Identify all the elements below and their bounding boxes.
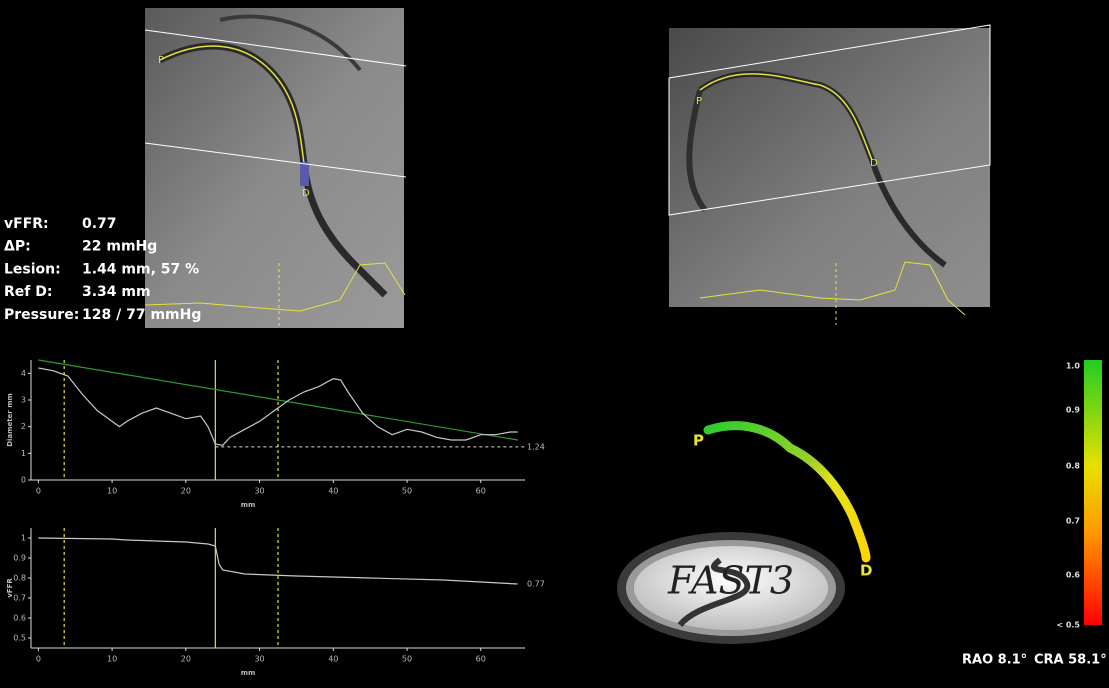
y-tick-label: 0.6 [13,614,26,623]
data-line [38,537,518,585]
x-axis-label: mm [241,501,256,509]
vessel-distal-label: D [860,562,872,580]
color-bar-label: 0.7 [1066,517,1080,526]
cra-angle: CRA 58.1° [1034,653,1107,668]
x-tick-label: 20 [181,487,191,496]
distal-label: D [302,188,310,199]
logo-text: FAST3 [667,559,794,603]
y-tick-label: 0.7 [13,594,26,603]
data-line [38,367,518,446]
color-bar-labels: 1.0 0.9 0.8 0.7 0.6 < 0.5 [1056,362,1080,630]
measurement-label: Pressure: [4,307,79,323]
minimum-label: 1.24 [527,442,545,451]
x-tick-label: 60 [476,655,486,664]
y-tick-label: 3 [21,396,26,405]
distal-label: D [870,158,878,169]
y-tick-label: 0.5 [13,634,26,643]
y-tick-label: 0.9 [13,554,26,563]
x-tick-label: 10 [107,655,117,664]
y-axis-label: vFFR [6,578,14,598]
color-bar-label: 1.0 [1066,362,1081,371]
measurement-value: 128 / 77 mmHg [82,307,201,323]
x-tick-label: 10 [107,487,117,496]
color-bar-label: 0.6 [1066,571,1081,580]
y-tick-label: 0.8 [13,574,26,583]
x-tick-label: 30 [254,487,264,496]
x-axis-label: mm [241,669,256,677]
color-bar-label: 0.9 [1066,406,1081,415]
vessel-3d: P D [693,421,872,580]
x-tick-label: 40 [328,655,338,664]
measurement-panel: vFFR: 0.77 ΔP: 22 mmHg Lesion: 1.44 mm, 57 % R… [4,216,201,323]
proximal-label: P [696,96,702,107]
y-tick-label: 1 [21,449,26,458]
measurement-value: 22 mmHg [82,239,157,255]
measurement-value: 3.34 mm [82,284,151,300]
y-axis-label: Diameter mm [6,393,14,447]
measurement-label: ΔP: [4,239,31,255]
reference-line [38,359,518,441]
x-tick-label: 50 [402,655,412,664]
color-bar-label: 0.8 [1066,462,1081,471]
measurement-value: 0.77 [82,216,117,232]
measurement-label: Lesion: [4,261,61,277]
angiogram-left: P D [144,8,407,328]
x-tick-label: 60 [476,487,486,496]
angiogram-right: P D [668,24,991,325]
measurement-value: 1.44 mm, 57 % [82,261,199,277]
x-tick-label: 30 [254,655,264,664]
x-tick-label: 20 [181,655,191,664]
y-tick-label: 1 [21,534,26,543]
x-tick-label: 50 [402,487,412,496]
measurement-label: Ref D: [4,284,52,300]
y-tick-label: 0 [21,476,26,485]
color-bar [1084,360,1102,625]
y-tick-label: 2 [21,422,26,431]
measurement-label: vFFR: [4,216,49,232]
color-bar-label: < 0.5 [1056,621,1080,630]
y-tick-label: 4 [21,369,26,378]
logo: FAST3 [617,532,845,644]
x-tick-label: 0 [36,487,41,496]
x-tick-label: 0 [36,655,41,664]
proximal-label: P [158,55,164,66]
rao-angle: RAO 8.1° [962,653,1027,668]
end-value-label: 0.77 [527,580,545,589]
x-tick-label: 40 [328,487,338,496]
vessel-proximal-label: P [693,432,704,450]
